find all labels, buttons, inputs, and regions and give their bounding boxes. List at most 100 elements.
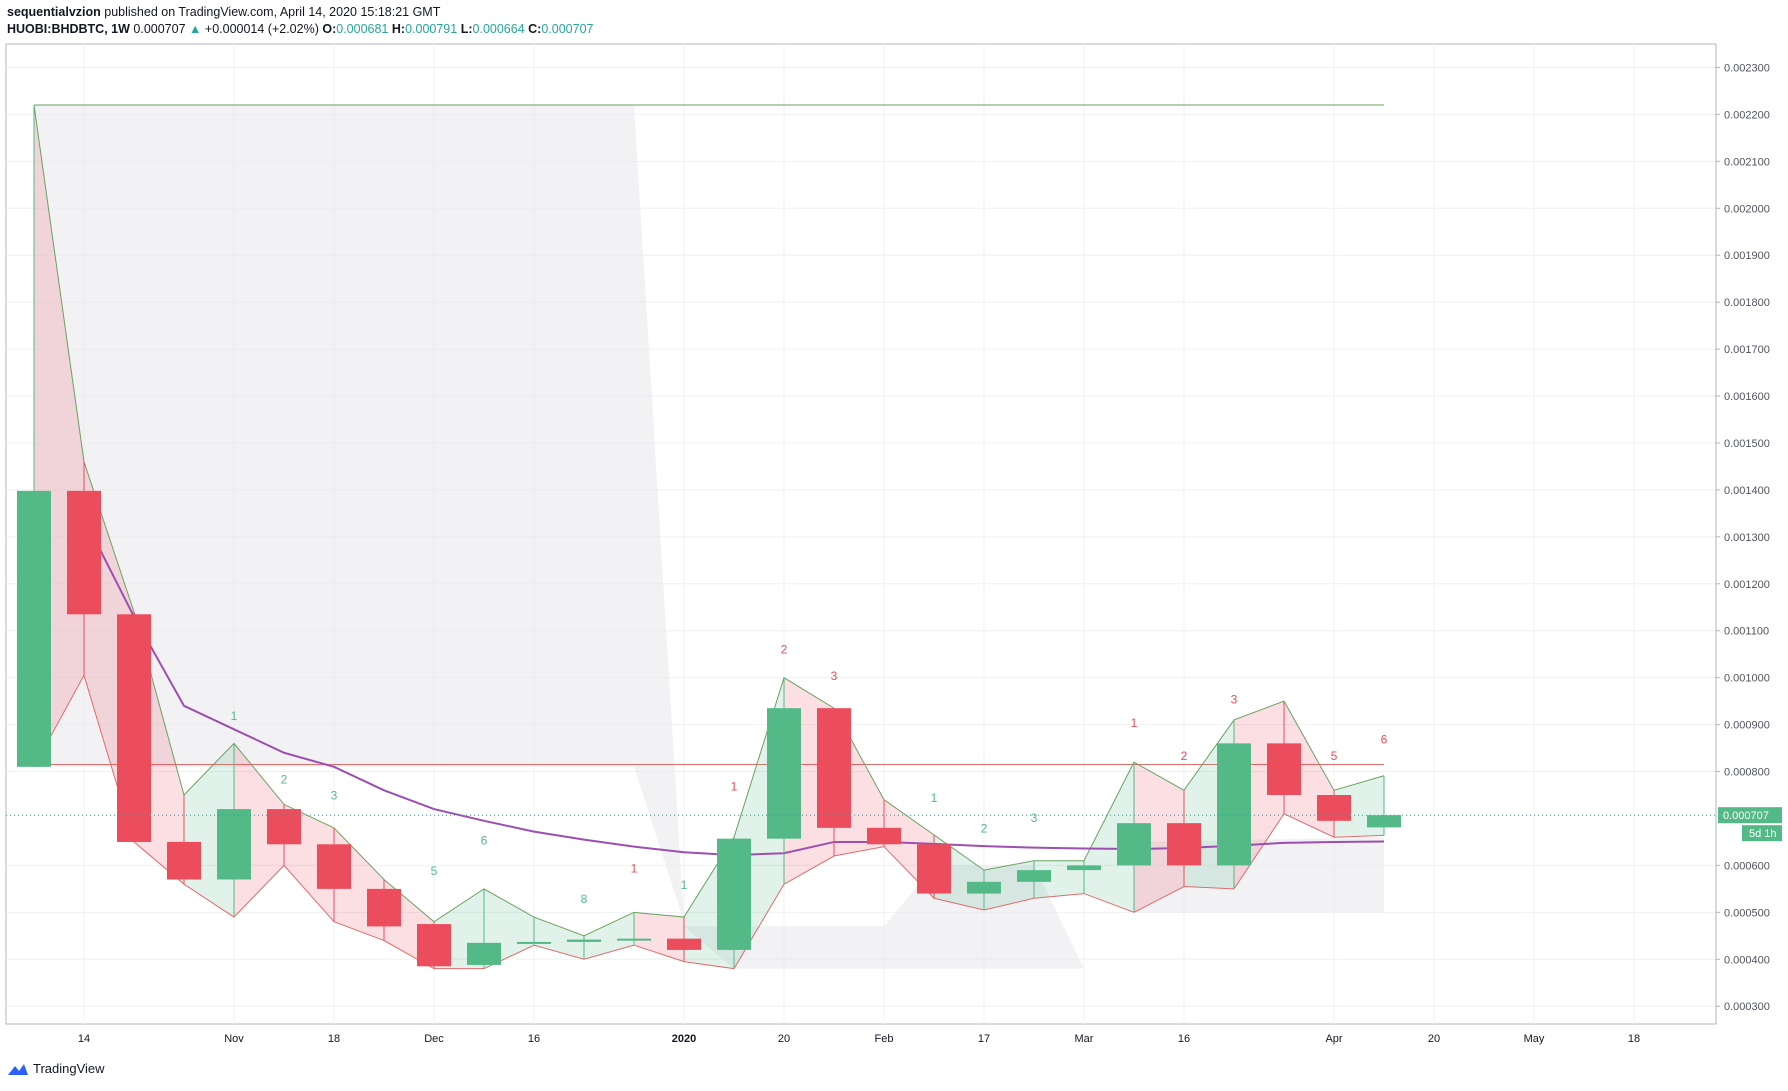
candle	[1067, 860, 1101, 894]
candle	[1267, 701, 1301, 814]
sequential-count-label: 6	[1381, 732, 1388, 746]
low-label: L:	[460, 22, 473, 36]
x-tick-label: 18	[328, 1033, 340, 1045]
sequential-count-label: 1	[931, 791, 938, 805]
ohlc-line: HUOBI:BHDBTC, 1W 0.000707 ▲ +0.000014 (+…	[7, 21, 593, 38]
y-tick-label: 0.000600	[1724, 860, 1770, 872]
sequential-count-label: 3	[331, 789, 338, 803]
candle-body	[1067, 865, 1101, 871]
candle-body	[567, 939, 601, 942]
x-tick-label: Nov	[224, 1033, 244, 1045]
candle	[67, 461, 101, 676]
candle-body	[67, 490, 101, 615]
candle	[267, 804, 301, 866]
author[interactable]: sequentialvzion	[7, 5, 101, 19]
candle	[1167, 790, 1201, 887]
candle	[417, 921, 451, 969]
candle-body	[467, 942, 501, 965]
publish-line: sequentialvzion published on TradingView…	[7, 4, 593, 21]
y-tick-label: 0.000500	[1724, 907, 1770, 919]
x-tick-label: 2020	[672, 1033, 696, 1045]
candle-body	[417, 924, 451, 967]
candle	[717, 837, 751, 969]
candle	[467, 888, 501, 969]
open-label: O:	[322, 22, 337, 36]
y-tick-label: 0.001000	[1724, 673, 1770, 685]
candle-body	[217, 809, 251, 880]
high-envelope	[33, 104, 1385, 937]
candle	[667, 917, 701, 962]
y-tick-label: 0.001700	[1724, 344, 1770, 356]
low-envelope	[33, 674, 1385, 970]
y-tick-label: 0.001900	[1724, 250, 1770, 262]
candle	[1017, 860, 1051, 899]
sequential-count-label: 3	[831, 669, 838, 683]
candle-body	[1117, 823, 1151, 866]
last-price-badge	[1718, 807, 1782, 824]
last-price-label: 0.000707	[1723, 810, 1769, 822]
candle	[167, 795, 201, 885]
candle-body	[117, 614, 151, 842]
x-tick-label: 17	[978, 1033, 990, 1045]
y-tick-label: 0.002000	[1724, 203, 1770, 215]
change-arrow-icon: ▲	[189, 22, 202, 36]
candle-body	[167, 841, 201, 880]
candle-body	[817, 708, 851, 828]
candle	[967, 870, 1001, 911]
candle-body	[967, 881, 1001, 894]
brand-label: TradingView	[33, 1061, 105, 1076]
candle-body	[367, 888, 401, 927]
candle-body	[767, 708, 801, 839]
shaded-zone	[34, 105, 684, 922]
x-tick-label: Mar	[1075, 1033, 1094, 1045]
range-band	[584, 912, 634, 960]
change-value: +0.000014 (+2.02%)	[204, 22, 319, 36]
y-tick-label: 0.001100	[1724, 626, 1769, 638]
y-tick-label: 0.001200	[1724, 579, 1770, 591]
close-value: 0.000707	[541, 22, 594, 36]
open-value: 0.000681	[336, 22, 389, 36]
y-tick-label: 0.002100	[1724, 156, 1770, 168]
countdown-label: 5d 1h	[1749, 828, 1777, 840]
sequential-count-label: 1	[231, 709, 238, 723]
sequential-count-label: 3	[1231, 692, 1238, 706]
y-tick-label: 0.000800	[1724, 767, 1770, 779]
candle-body	[1167, 823, 1201, 866]
x-tick-label: Apr	[1325, 1033, 1342, 1045]
candle-body	[717, 838, 751, 950]
candle	[867, 799, 901, 847]
high-label: H:	[391, 22, 406, 36]
candle	[117, 611, 151, 842]
candle-body	[1367, 815, 1401, 828]
candle-body	[917, 844, 951, 894]
sequential-count-label: 8	[581, 892, 588, 906]
candle	[517, 917, 551, 946]
y-tick-label: 0.001600	[1724, 391, 1770, 403]
tradingview-logo-icon	[8, 1063, 28, 1075]
sequential-count-label: 2	[281, 772, 288, 786]
candle-body	[517, 941, 551, 944]
y-tick-label: 0.000300	[1724, 1001, 1770, 1013]
y-tick-label: 0.001300	[1724, 532, 1770, 544]
footer-brand[interactable]: TradingView	[7, 1061, 105, 1076]
y-tick-label: 0.002300	[1724, 62, 1770, 74]
candle	[817, 708, 851, 857]
y-tick-label: 0.000900	[1724, 720, 1770, 732]
candle-body	[1317, 795, 1351, 821]
sequential-count-label: 6	[481, 833, 488, 847]
y-tick-label: 0.002200	[1724, 109, 1770, 121]
x-tick-label: 20	[1428, 1033, 1440, 1045]
x-tick-label: Feb	[875, 1033, 894, 1045]
x-tick-label: Dec	[424, 1033, 444, 1045]
candle	[367, 879, 401, 941]
x-tick-label: 20	[778, 1033, 790, 1045]
sequential-count-label: 3	[1031, 811, 1038, 825]
range-band	[1134, 762, 1184, 913]
range-band	[1084, 762, 1134, 913]
range-band	[634, 912, 684, 962]
countdown-badge	[1742, 825, 1782, 842]
sequential-count-label: 5	[1331, 749, 1338, 763]
candle-body	[617, 938, 651, 941]
symbol-label[interactable]: HUOBI:BHDBTC, 1W	[7, 22, 130, 36]
